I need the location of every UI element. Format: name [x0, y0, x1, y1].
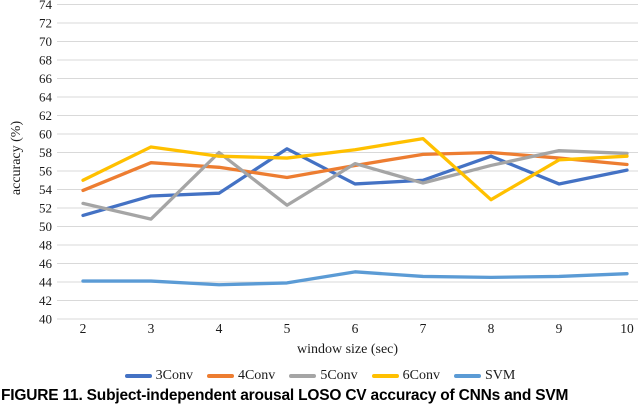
- y-tick-label: 74: [39, 0, 53, 12]
- legend-item-4conv: 4Conv: [206, 368, 276, 383]
- x-tick-label: 5: [284, 321, 291, 336]
- x-tick-label: 6: [352, 321, 359, 336]
- x-tick-label: 4: [216, 321, 223, 336]
- y-tick-label: 48: [39, 238, 52, 253]
- legend-line-swatch-3conv: [124, 374, 152, 378]
- x-tick-label: 7: [420, 321, 427, 336]
- y-tick-label: 44: [39, 275, 53, 290]
- legend-label-6conv: 6Conv: [402, 368, 440, 383]
- legend-label-3conv: 3Conv: [155, 368, 193, 383]
- legend-item-5conv: 5Conv: [289, 368, 358, 383]
- y-tick-label: 46: [39, 256, 53, 271]
- y-tick-label: 40: [39, 312, 52, 327]
- legend-line-swatch-4conv: [206, 374, 234, 378]
- y-tick-label: 66: [39, 71, 53, 86]
- x-tick-label: 9: [556, 321, 563, 336]
- y-tick-label: 72: [39, 16, 52, 31]
- y-tick-label: 52: [39, 201, 52, 216]
- y-tick-label: 54: [39, 182, 53, 197]
- legend-item-6conv: 6Conv: [371, 368, 440, 383]
- legend-label-4conv: 4Conv: [237, 368, 276, 383]
- y-axis-title: accuracy (%): [9, 121, 24, 196]
- legend-line-swatch-svm: [454, 374, 481, 378]
- y-tick-label: 70: [39, 34, 52, 49]
- series-line-svm: [81, 270, 629, 287]
- x-tick-label: 2: [80, 321, 87, 336]
- series-line-6conv: [81, 136, 629, 202]
- x-tick-label: 10: [620, 321, 634, 336]
- y-tick-label: 68: [39, 53, 52, 68]
- y-tick-label: 60: [39, 127, 52, 142]
- y-tick-label: 58: [39, 145, 52, 160]
- x-tick-label: 8: [488, 321, 495, 336]
- y-tick-label: 64: [39, 90, 53, 105]
- legend-item-svm: SVM: [454, 369, 515, 383]
- legend-label-5conv: 5Conv: [320, 368, 358, 383]
- y-tick-label: 56: [39, 164, 53, 179]
- y-tick-label: 50: [39, 219, 52, 234]
- x-axis-title: window size (sec): [297, 342, 398, 357]
- legend-line-swatch-6conv: [371, 374, 399, 378]
- legend-line-swatch-5conv: [289, 374, 317, 378]
- x-tick-label: 3: [148, 321, 155, 336]
- legend-label-svm: SVM: [485, 368, 516, 383]
- y-tick-label: 42: [39, 293, 52, 308]
- legend-item-3conv: 3Conv: [124, 368, 193, 383]
- y-tick-label: 62: [39, 108, 52, 123]
- series-line-5conv: [81, 148, 629, 221]
- chart-legend: 3Conv 4Conv 5Conv 6Conv SVM: [0, 366, 640, 386]
- figure-caption: FIGURE 11. Subject-independent arousal L…: [1, 387, 569, 404]
